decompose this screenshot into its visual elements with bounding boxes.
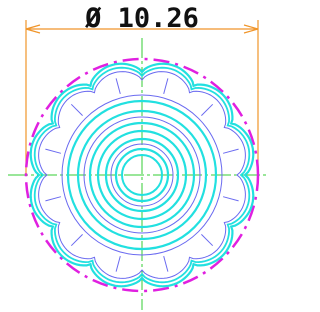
rib-line	[45, 197, 61, 201]
rib-line	[45, 149, 61, 153]
rib-line	[201, 104, 212, 115]
page: Ø 10.26 (() => { const data = JSON.parse…	[0, 0, 320, 312]
rib-line	[201, 234, 212, 245]
rib-line	[164, 256, 168, 272]
rib-line	[223, 149, 239, 153]
rib-line	[116, 78, 120, 94]
centerlines	[8, 38, 268, 310]
rib-line	[71, 104, 82, 115]
rib-line	[116, 256, 120, 272]
rib-line	[71, 234, 82, 245]
dimension-label: Ø 10.26	[84, 3, 199, 34]
rib-line	[223, 197, 239, 201]
rib-line	[164, 78, 168, 94]
cad-drawing: Ø 10.26	[0, 0, 271, 312]
